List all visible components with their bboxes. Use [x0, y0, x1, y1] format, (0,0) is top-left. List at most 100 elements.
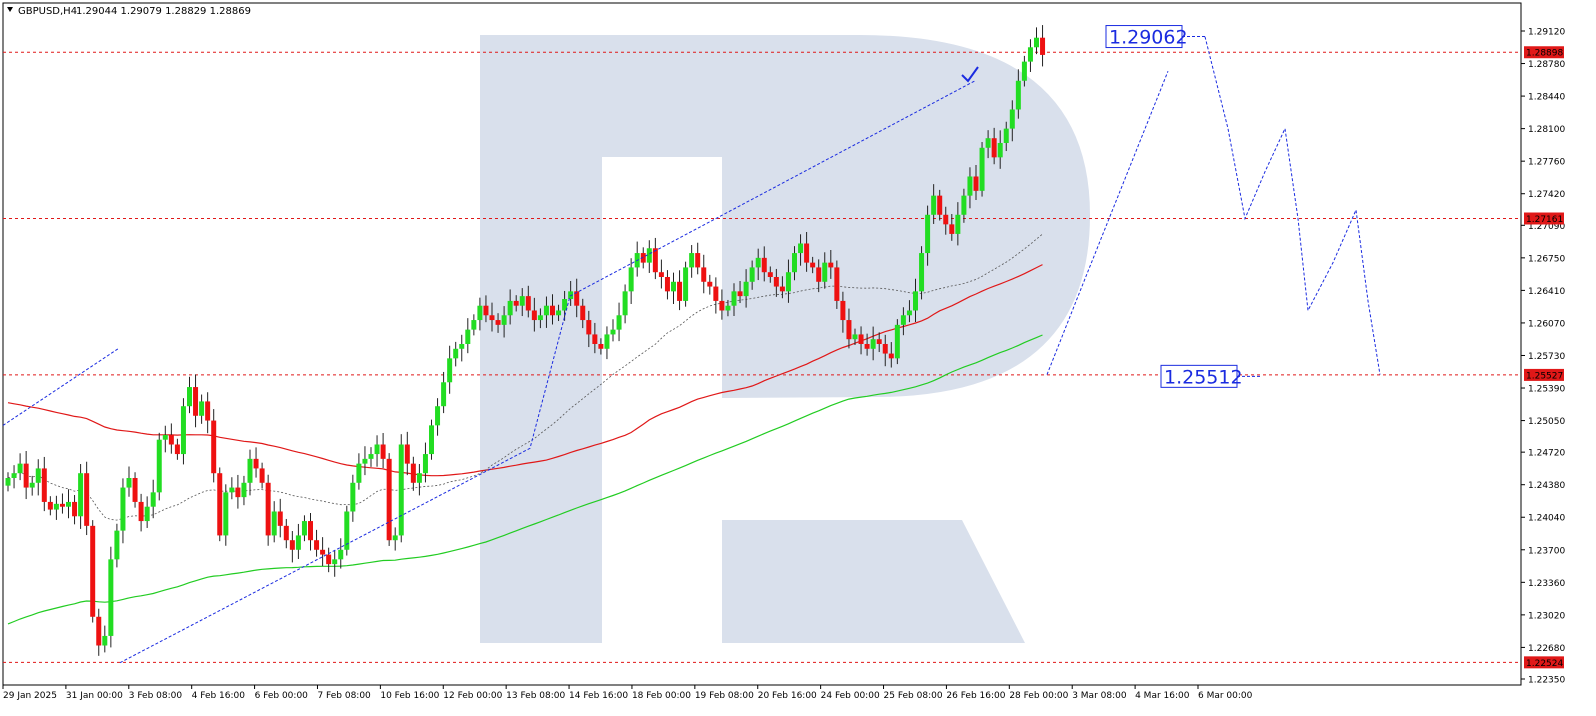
candle-body — [671, 281, 676, 292]
candle-body — [398, 444, 404, 536]
candle-body — [707, 281, 713, 287]
candle-body — [138, 501, 144, 522]
forecast-line — [1204, 36, 1381, 375]
candle-body — [973, 176, 979, 191]
candle-body — [489, 315, 495, 321]
candle-body — [156, 439, 162, 493]
candle-body — [289, 540, 295, 550]
x-tick-label: 24 Feb 00:00 — [821, 691, 880, 701]
forecast-path — [2, 36, 1381, 664]
candle-body — [380, 444, 386, 459]
x-tick-label: 10 Feb 16:00 — [380, 691, 439, 701]
candle-body — [362, 458, 368, 464]
y-tick-label: 1.26750 — [1528, 254, 1565, 264]
level-tag-label: 1.28898 — [1526, 49, 1563, 59]
candle-body — [658, 272, 664, 277]
y-tick-label: 1.24040 — [1528, 514, 1565, 524]
candle-body — [955, 214, 961, 234]
candle-body — [531, 310, 537, 321]
y-tick-label: 1.28440 — [1528, 93, 1565, 103]
candle-body — [41, 468, 47, 502]
candle-body — [11, 473, 17, 478]
candle-body — [174, 444, 180, 455]
candle-body — [864, 343, 870, 349]
price-axis: 1.29120 1.28780 1.28440 1.28100 1.27760 1.274… — [1521, 28, 1565, 686]
y-tick-label: 1.26070 — [1528, 319, 1565, 329]
x-tick-label: 4 Mar 16:00 — [1135, 691, 1190, 701]
candle-body — [47, 501, 53, 510]
y-tick-label: 1.27090 — [1528, 222, 1565, 232]
candle-body — [17, 463, 23, 474]
y-tick-label: 1.25730 — [1528, 352, 1565, 362]
candle-body — [894, 324, 900, 359]
ma-red-line — [7, 264, 1043, 477]
candle-body — [785, 272, 791, 292]
candle-body — [453, 348, 459, 359]
candle-body — [725, 305, 731, 311]
candle-body — [471, 320, 477, 330]
candle-body — [586, 320, 592, 335]
candle-body — [5, 477, 11, 486]
candle-body — [846, 320, 852, 340]
y-tick-label: 1.24720 — [1528, 449, 1565, 459]
annotation-label: 1.29062 — [1109, 27, 1188, 49]
candle-body — [562, 299, 568, 311]
time-axis: 29 Jan 2025 31 Jan 00:00 3 Feb 08:00 4 Feb … — [2, 685, 1253, 701]
candle-body — [1009, 109, 1015, 129]
candle-body — [422, 454, 428, 474]
candle-body — [205, 401, 211, 421]
candle-body — [235, 487, 241, 498]
x-tick-label: 12 Feb 00:00 — [443, 691, 502, 701]
y-tick-label: 1.29120 — [1528, 28, 1565, 38]
candle-body — [604, 334, 610, 349]
candle-body — [187, 387, 192, 407]
candle-body — [501, 315, 507, 325]
y-tick-label: 1.23700 — [1528, 546, 1565, 556]
candle-body — [816, 267, 822, 282]
candle-body — [265, 482, 271, 536]
candle-body — [477, 305, 483, 321]
candle-body — [761, 257, 767, 273]
candle-body — [550, 305, 555, 316]
x-tick-label: 18 Feb 00:00 — [632, 691, 691, 701]
candle-body — [78, 473, 84, 517]
candle-body — [332, 559, 338, 565]
candle-body — [616, 315, 622, 330]
level-price-tags: 1.28898 1.27161 1.25527 1.22524 — [1524, 46, 1564, 669]
annotation-label: 1.25512 — [1164, 366, 1243, 388]
candle-body — [640, 253, 646, 263]
candle-body — [102, 635, 108, 646]
candle-body — [410, 463, 416, 483]
symbol-label: GBPUSD,H4 — [18, 6, 77, 17]
candle-body — [247, 458, 253, 483]
ma-green-line — [7, 334, 1043, 625]
candle-body — [622, 291, 628, 316]
candle-body — [356, 463, 362, 483]
candle-body — [737, 291, 743, 297]
y-tick-label: 1.22680 — [1528, 644, 1565, 654]
candle-body — [568, 291, 574, 300]
candle-body — [592, 334, 598, 344]
candle-body — [507, 300, 513, 316]
candle-body — [810, 262, 816, 268]
candle-body — [53, 503, 59, 510]
x-tick-label: 7 Feb 08:00 — [317, 691, 371, 701]
candle-body — [906, 310, 912, 316]
candle-body — [229, 487, 235, 493]
candle-body — [283, 525, 289, 541]
candle-body — [429, 425, 434, 455]
candle-body — [59, 503, 65, 507]
candle-body — [277, 511, 283, 526]
candle-body — [985, 138, 991, 148]
candle-body — [495, 320, 501, 325]
candle-body — [253, 458, 259, 469]
candle-body — [144, 506, 150, 522]
chart-header: GBPUSD,H4 1.29044 1.29079 1.28829 1.2886… — [7, 6, 251, 17]
candle-body — [574, 291, 580, 306]
candle-body — [483, 305, 489, 316]
candle-body — [792, 253, 797, 273]
y-tick-label: 1.23020 — [1528, 611, 1565, 621]
candle-body — [888, 353, 894, 359]
candle-body — [150, 492, 156, 507]
